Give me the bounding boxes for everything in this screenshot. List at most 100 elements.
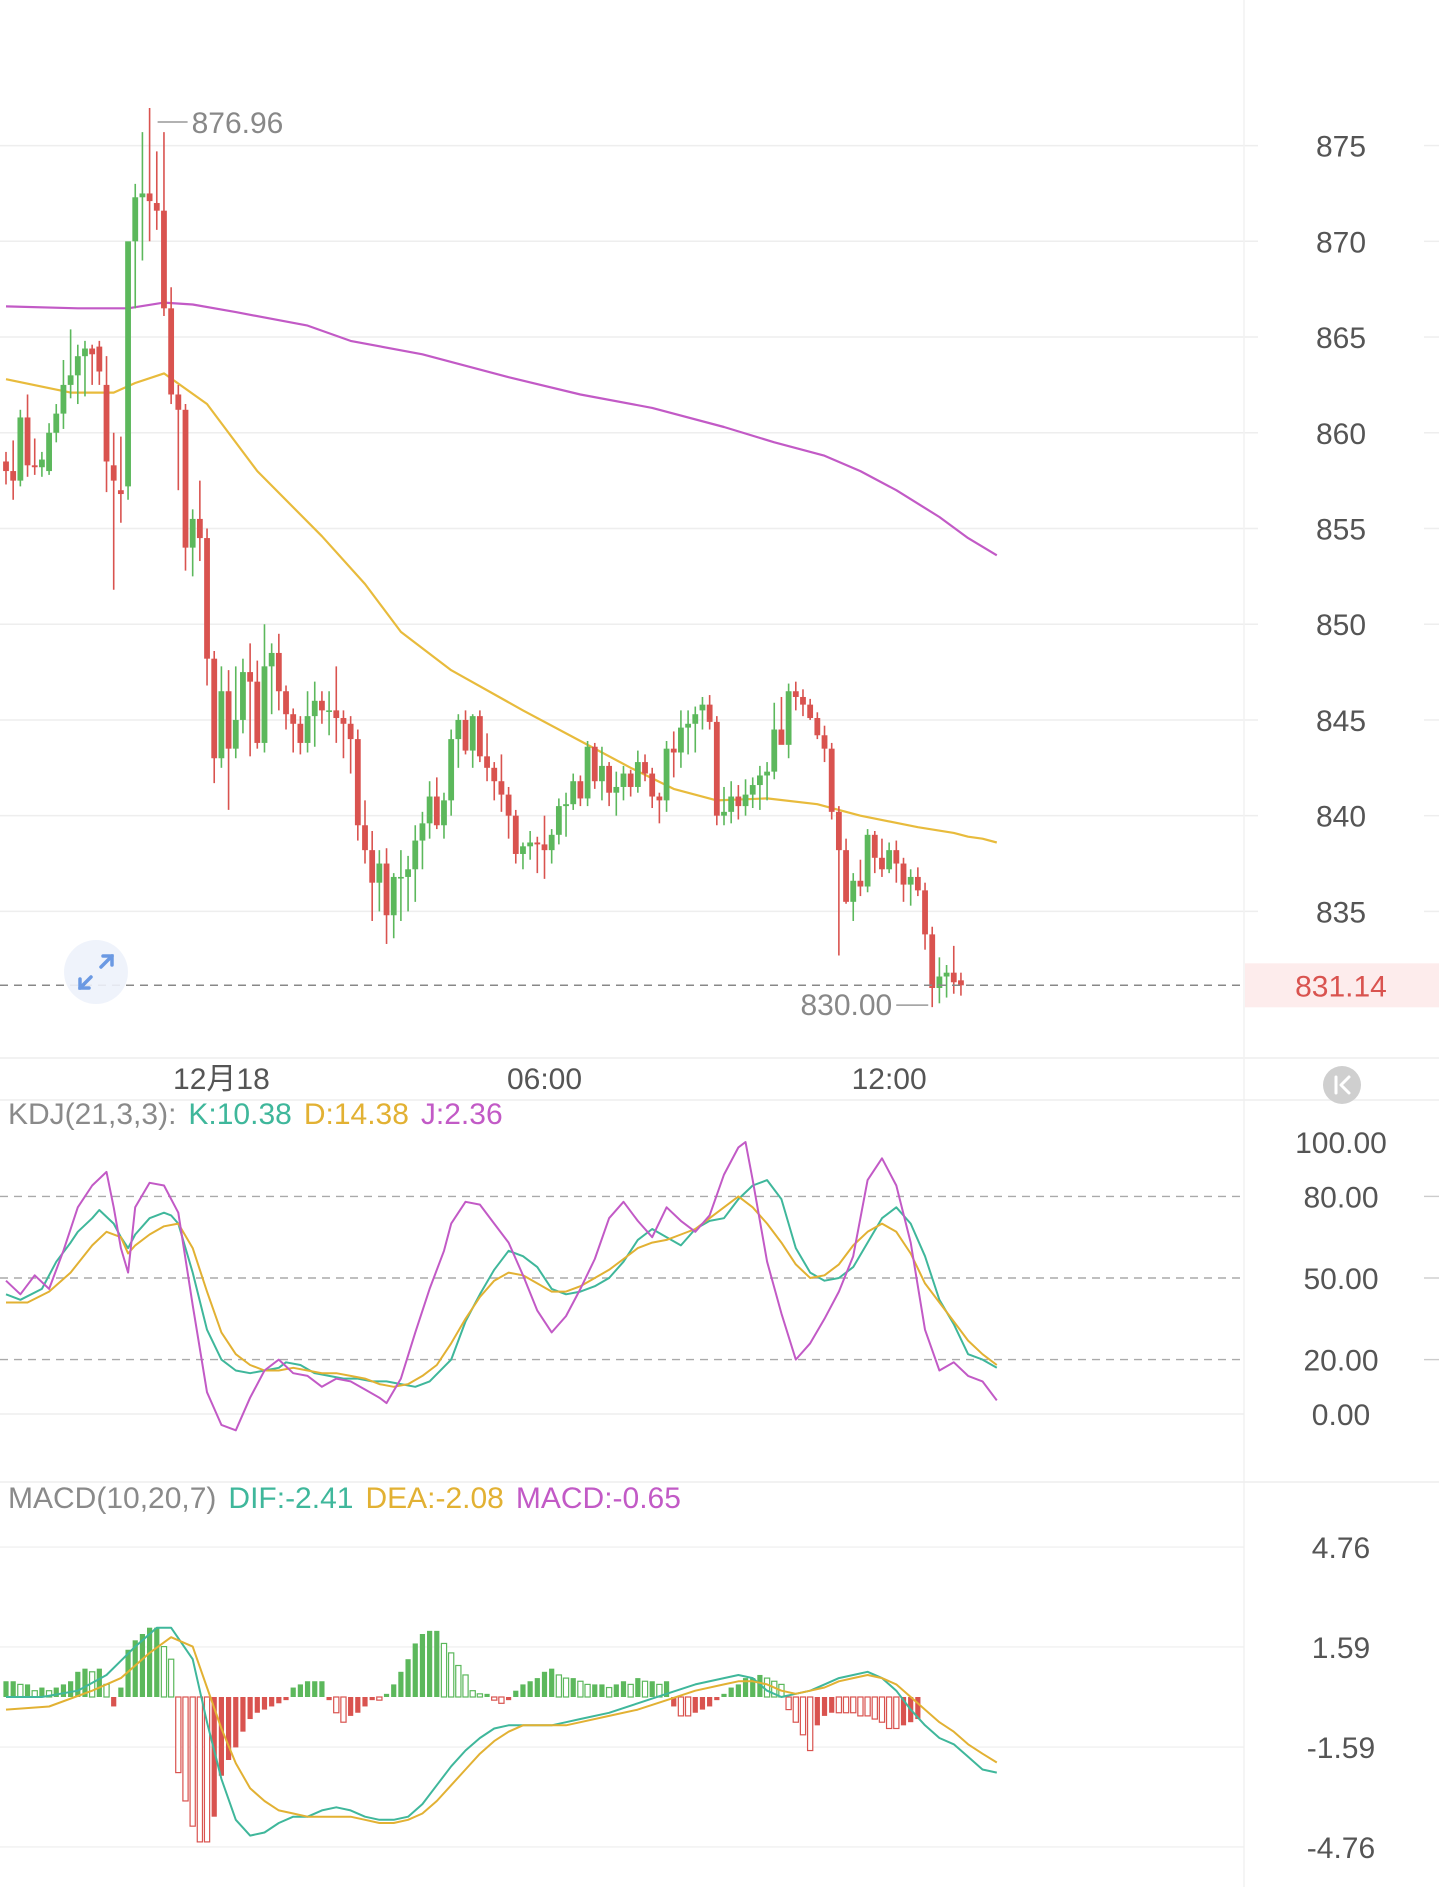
kdj-tick-label: 100.00 — [1295, 1127, 1387, 1160]
macd-histogram-bar — [570, 1678, 576, 1697]
candle-body — [125, 241, 131, 487]
macd-histogram-bar — [440, 1642, 448, 1698]
macd-histogram-bar — [692, 1697, 698, 1713]
candle-body — [254, 681, 261, 743]
high-marker-label: 876.96 — [192, 107, 284, 140]
candle-body — [771, 729, 778, 772]
ma-long-line — [5, 301, 998, 557]
candle-body — [764, 771, 770, 776]
candle-body — [354, 739, 361, 826]
macd-histogram-bar — [455, 1664, 462, 1698]
candle-body — [900, 863, 907, 885]
kdj-j-value: J:2.36 — [420, 1098, 503, 1131]
macd-histogram-bar — [182, 1696, 189, 1802]
candle-body — [290, 714, 297, 724]
candle-body — [907, 876, 914, 885]
macd-histogram-bar — [484, 1693, 490, 1697]
macd-histogram-bar — [175, 1696, 182, 1774]
macd-histogram-bar — [147, 1627, 153, 1697]
candle-body — [146, 193, 153, 202]
macd-histogram-bar — [799, 1696, 807, 1736]
candle-body — [362, 825, 368, 851]
macd-histogram-bar — [541, 1671, 548, 1697]
macd-histogram-bar — [821, 1697, 828, 1716]
macd-histogram-bar — [261, 1697, 268, 1710]
kdj-line-k — [5, 1179, 998, 1388]
ma-short-line — [5, 372, 998, 844]
candle-body — [807, 704, 814, 719]
candle-body — [304, 716, 311, 743]
macd-histogram-bar — [434, 1630, 440, 1697]
fullscreen-button[interactable] — [64, 940, 128, 1004]
candle-body — [398, 876, 404, 879]
macd-histogram-bar — [348, 1697, 354, 1716]
candle-body — [914, 876, 921, 891]
macd-histogram-bar — [506, 1697, 512, 1701]
macd-histogram-bar — [878, 1696, 886, 1723]
collapse-button[interactable] — [1323, 1066, 1361, 1104]
candle-body — [642, 762, 648, 774]
candle-body — [534, 842, 541, 845]
candle-body — [132, 197, 139, 242]
candle-body — [570, 781, 577, 805]
macd-tick-label: 4.76 — [1312, 1532, 1370, 1565]
candle-body — [929, 934, 936, 988]
candle-body — [591, 746, 598, 782]
candle-body — [462, 719, 469, 751]
macd-histogram-bar — [96, 1668, 102, 1697]
macd-tick-label: -4.76 — [1307, 1832, 1375, 1865]
kdj-panel: 100.00 80.00 50.00 20.00 0.00 — [0, 1127, 1439, 1483]
candle-body — [706, 704, 713, 722]
candle-body — [240, 672, 246, 720]
macd-header: MACD(10,20,7) DIF:-2.41 DEA:-2.08 MACD:-0.6… — [8, 1482, 681, 1516]
candle-body — [161, 210, 167, 309]
macd-histogram-bar — [196, 1696, 204, 1843]
macd-histogram-bar — [835, 1696, 843, 1714]
candle-body — [261, 666, 268, 743]
time-tick-label: 06:00 — [507, 1063, 582, 1096]
macd-histogram-bar — [635, 1678, 641, 1697]
kdj-tick-label: 50.00 — [1303, 1263, 1378, 1296]
candle-body — [728, 796, 735, 812]
time-tick-label: 12:00 — [852, 1063, 927, 1096]
candle-body — [110, 465, 117, 481]
candle-body — [663, 748, 670, 801]
macd-histogram-bar — [45, 1690, 53, 1698]
macd-histogram-bar — [469, 1690, 476, 1698]
candle-body — [656, 796, 663, 801]
macd-histogram-bar — [427, 1630, 433, 1697]
candle-body — [311, 700, 318, 717]
macd-histogram-bar — [513, 1690, 519, 1697]
price-tick-label: 860 — [1316, 418, 1366, 451]
candle-body — [498, 781, 505, 795]
candle-body — [225, 691, 232, 749]
kdj-header: KDJ(21,3,3): K:10.38 D:14.38 J:2.36 — [8, 1098, 503, 1132]
chevron-left-icon — [1334, 1075, 1351, 1095]
candle-body — [713, 721, 720, 816]
kdj-tick-label: 0.00 — [1312, 1399, 1370, 1432]
candle-body — [24, 417, 31, 466]
candle-body — [247, 672, 254, 682]
macd-histogram-bar — [39, 1687, 45, 1697]
candle-body — [627, 773, 634, 787]
candle-body — [383, 863, 390, 916]
macd-histogram-bar — [362, 1697, 368, 1707]
candle-body — [699, 704, 706, 711]
candle-body — [476, 716, 483, 757]
candle-body — [426, 796, 433, 824]
macd-histogram-bar — [900, 1697, 907, 1726]
macd-histogram-bar — [785, 1696, 792, 1711]
macd-histogram-bar — [742, 1678, 749, 1697]
low-marker-label: 830.00 — [800, 989, 892, 1022]
candle-body — [53, 413, 60, 433]
expand-icon — [78, 954, 114, 990]
candle-body — [103, 384, 110, 462]
candle-body — [168, 308, 175, 395]
candle-body — [326, 710, 332, 712]
macd-histogram-bar — [75, 1671, 81, 1697]
macd-histogram-bar — [527, 1681, 533, 1697]
candle-body — [196, 518, 203, 539]
macd-histogram-bar — [577, 1680, 584, 1698]
